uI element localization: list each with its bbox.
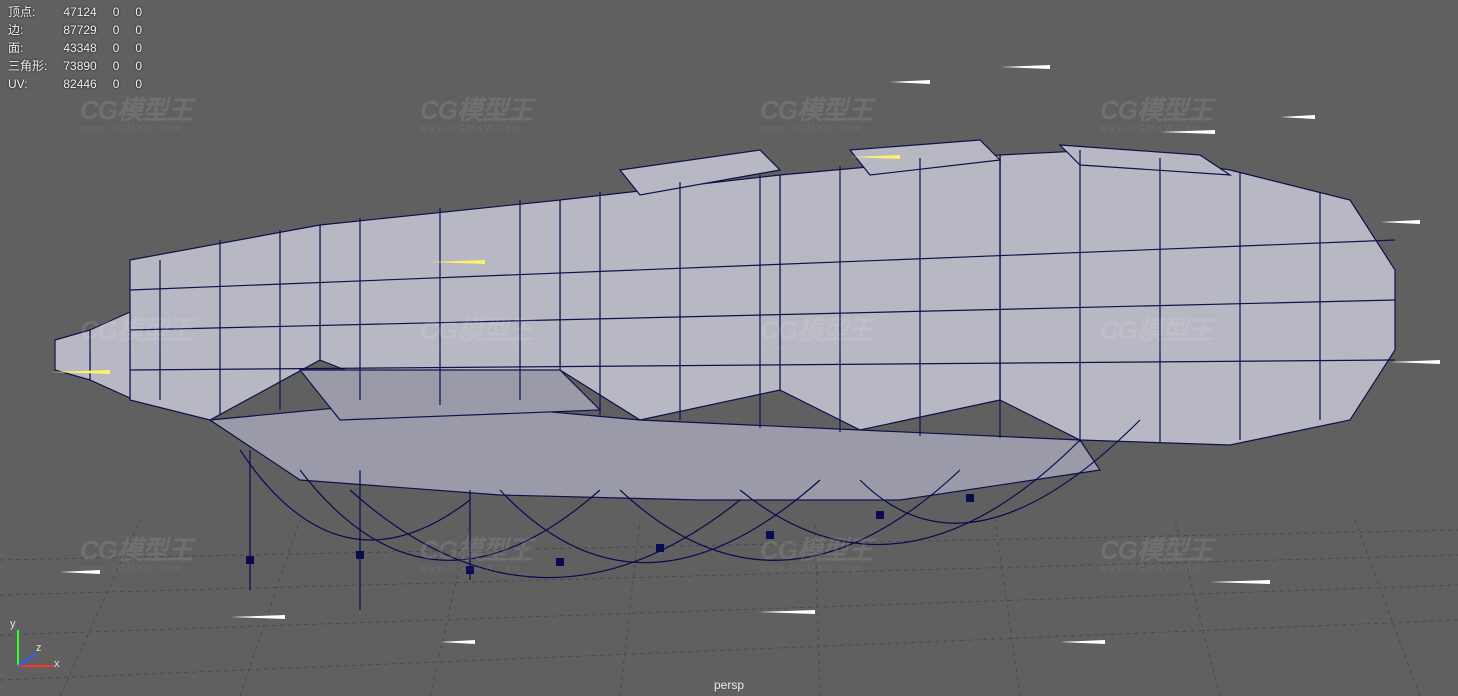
hud-cell: 边: <box>8 22 61 38</box>
hud-cell: 顶点: <box>8 4 61 20</box>
view-axis-gizmo[interactable]: y x z <box>6 618 66 678</box>
hud-cell: 0 <box>135 40 156 56</box>
hud-cell: 0 <box>135 58 156 74</box>
hud-cell: 0 <box>113 4 134 20</box>
hud-cell: 0 <box>135 22 156 38</box>
viewport-canvas <box>0 0 1458 696</box>
poly-count-hud: 顶点:4712400边:8772900面:4334800三角形:7389000U… <box>6 2 158 94</box>
viewport-3d[interactable]: CG模型王www.CGMXW.comCG模型王www.CGMXW.comCG模型… <box>0 0 1458 696</box>
axis-z-label: z <box>36 642 42 654</box>
hud-cell: 43348 <box>63 40 110 56</box>
hud-cell: 82446 <box>63 76 110 92</box>
hud-cell: 0 <box>135 4 156 20</box>
hud-cell: 面: <box>8 40 61 56</box>
axis-y-label: y <box>10 618 16 630</box>
axis-x-label: x <box>54 658 60 670</box>
mesh-spacship <box>55 140 1395 500</box>
hud-cell: 三角形: <box>8 58 61 74</box>
hud-cell: 87729 <box>63 22 110 38</box>
hud-cell: 0 <box>113 40 134 56</box>
hud-cell: UV: <box>8 76 61 92</box>
hud-cell: 0 <box>113 22 134 38</box>
hud-cell: 0 <box>113 58 134 74</box>
camera-label: persp <box>714 678 744 692</box>
hud-cell: 47124 <box>63 4 110 20</box>
hud-cell: 73890 <box>63 58 110 74</box>
hud-cell: 0 <box>135 76 156 92</box>
hud-cell: 0 <box>113 76 134 92</box>
